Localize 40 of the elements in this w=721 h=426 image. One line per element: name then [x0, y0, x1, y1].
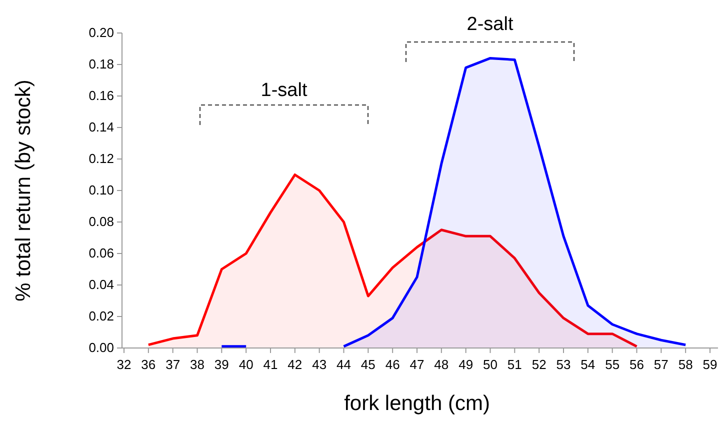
- x-tick-label: 36: [141, 357, 156, 372]
- x-tick-label: 38: [190, 357, 204, 372]
- x-tick-label: 50: [483, 357, 498, 372]
- x-tick-label: 43: [312, 357, 327, 372]
- annotation: 1-salt: [260, 80, 308, 101]
- x-tick-label: 53: [556, 357, 571, 372]
- x-tick-label: 59: [702, 357, 718, 372]
- x-tick-label: 48: [434, 357, 449, 372]
- y-tick-label: 0.00: [88, 340, 114, 356]
- y-tick-label: 0.14: [88, 120, 114, 135]
- x-tick-label: 55: [605, 357, 620, 372]
- y-tick-label: 0.18: [88, 56, 114, 72]
- y-tick-label: 0.04: [88, 277, 114, 292]
- x-tick-label: 51: [507, 357, 522, 372]
- y-tick-label: 0.16: [88, 88, 114, 104]
- x-tick-label: 32: [116, 357, 132, 372]
- x-tick-label: 54: [580, 357, 596, 372]
- y-tick-label: 0.02: [88, 308, 114, 324]
- y-tick-label: 0.12: [88, 151, 114, 166]
- x-tick-label: 46: [385, 357, 400, 372]
- y-tick-label: 0.20: [88, 25, 114, 40]
- x-tick-label: 41: [263, 357, 278, 372]
- y-axis-title: % total return (by stock): [12, 80, 35, 302]
- x-tick-label: 40: [238, 357, 254, 372]
- x-tick-label: 42: [288, 357, 302, 372]
- x-tick-label: 39: [214, 357, 229, 372]
- x-tick-label: 56: [630, 357, 644, 372]
- x-tick-label: 47: [410, 357, 424, 372]
- x-tick-label: 45: [360, 357, 376, 372]
- x-tick-label: 58: [678, 357, 693, 372]
- x-tick-label: 44: [336, 357, 351, 372]
- annotation: 2-salt: [466, 14, 514, 35]
- y-tick-label: 0.10: [88, 182, 114, 198]
- x-tick-label: 49: [458, 357, 474, 372]
- x-axis-title: fork length (cm): [344, 392, 490, 415]
- y-tick-label: 0.08: [88, 214, 114, 230]
- y-tick-label: 0.06: [88, 246, 114, 261]
- x-tick-label: 52: [532, 357, 546, 372]
- x-tick-label: 57: [654, 357, 668, 372]
- x-tick-label: 37: [166, 357, 180, 372]
